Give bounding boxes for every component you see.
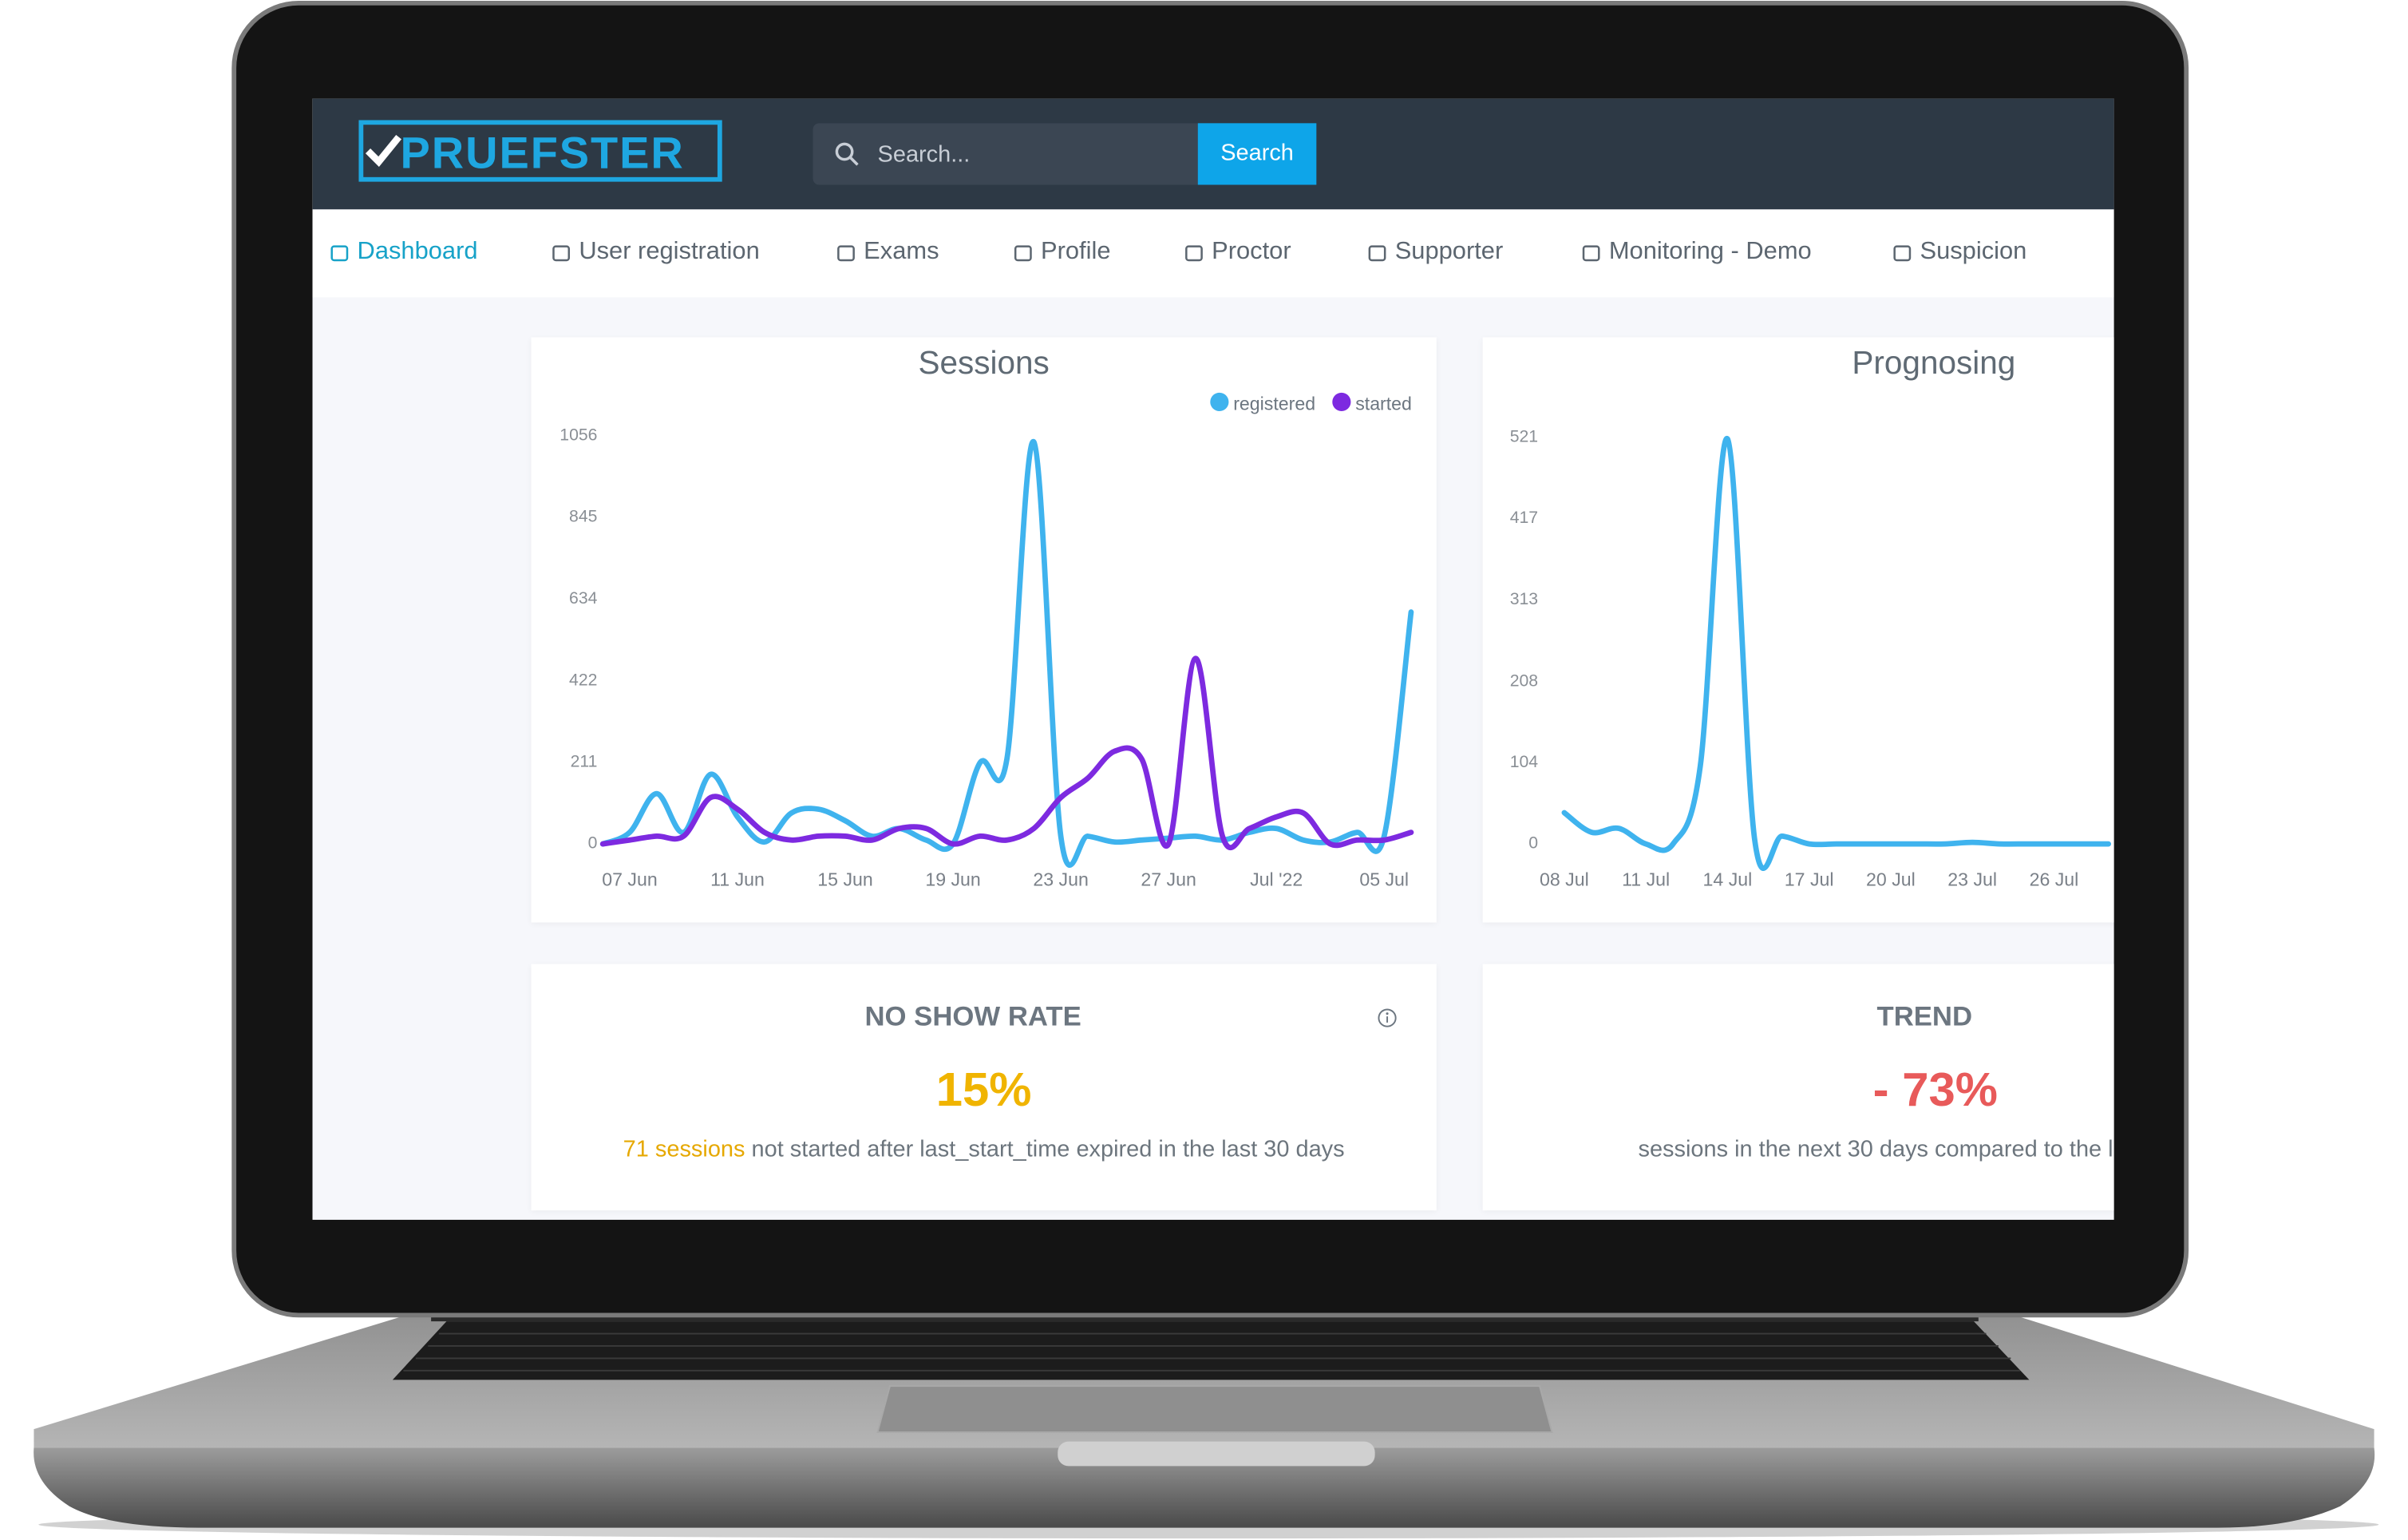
- trend-card: TREND - 73% sessions in the next 30 days…: [1482, 964, 2114, 1211]
- search-button[interactable]: Search: [1197, 123, 1317, 185]
- trackpad: [876, 1385, 1553, 1433]
- y-tick-label: 845: [569, 508, 597, 526]
- card-highlight: 71 sessions: [623, 1136, 745, 1163]
- card-value: - 73%: [1872, 1063, 1998, 1117]
- nav-icon: [552, 244, 571, 261]
- x-tick-label: 20 Jul: [1866, 869, 1916, 890]
- card-title: TREND: [1876, 1000, 1973, 1032]
- nav-icon: [1185, 244, 1203, 261]
- keyboard: [392, 1321, 2030, 1380]
- nav-item[interactable]: Profile: [1013, 238, 1111, 267]
- screen: PRUEFSTER Search... Search Dashboard User…: [312, 98, 2114, 1220]
- nav-icon: [1368, 244, 1386, 261]
- sessions-card: Sessions 0 211 422 634 845 1056 07 Jun 11 Jun 15 …: [531, 337, 1437, 923]
- nav-label: Profile: [1041, 238, 1111, 265]
- search-placeholder: Search...: [877, 141, 971, 168]
- logo-check: [365, 134, 401, 168]
- x-tick-label: 11 Jun: [710, 869, 765, 890]
- legend-label: registered: [1233, 393, 1315, 414]
- chart-title: Prognosing: [1852, 344, 2015, 381]
- logo-text: PRUEFSTER: [400, 129, 685, 179]
- x-tick-label: 11 Jul: [1622, 869, 1670, 890]
- x-tick-label: Jul '22: [1250, 869, 1303, 890]
- nav-item[interactable]: Proctor: [1184, 239, 1291, 267]
- y-tick-label: 521: [1510, 427, 1538, 445]
- y-tick-label: 422: [569, 671, 597, 689]
- logo[interactable]: PRUEFSTER: [358, 120, 722, 182]
- x-tick-label: 19 Jun: [925, 869, 980, 890]
- sessions-chart: Sessions 0 211 422 634 845 1056 07 Jun 11 Jun 15 …: [559, 344, 1414, 890]
- legend-label: started: [1355, 393, 1412, 414]
- nav-item[interactable]: Dashboard: [330, 239, 478, 267]
- nav-bar: Dashboard User registration Exams Profile Pr…: [312, 209, 2114, 298]
- x-tick-label: 15 Jun: [817, 869, 872, 890]
- x-tick-label: 07 Jun: [602, 869, 657, 890]
- nav-icon: [1014, 244, 1032, 261]
- nav-icon: [1893, 244, 1912, 261]
- card-text: sessions in the next 30 days compared to…: [1638, 1136, 2113, 1163]
- x-tick-label: 23 Jul: [1947, 869, 1997, 890]
- keyboard-rows: [403, 1332, 2020, 1372]
- nav-item[interactable]: Exams: [836, 239, 939, 267]
- info-icon[interactable]: [1377, 1008, 1398, 1029]
- prognosing-card: Prognosing 0 104 208 313 417 521 08 Jul 11 Jul 14…: [1482, 337, 2114, 923]
- card-title: NO SHOW RATE: [864, 1000, 1081, 1032]
- y-tick-label: 208: [1510, 671, 1538, 690]
- nav-item[interactable]: Supporter: [1367, 239, 1503, 267]
- x-tick-label: 26 Jul: [2030, 869, 2079, 890]
- x-tick-label: 05 Jul: [1359, 869, 1409, 890]
- card-value: 15%: [935, 1063, 1032, 1117]
- nav-label: Dashboard: [357, 238, 478, 265]
- series-line: [1561, 436, 2111, 871]
- y-tick-label: 313: [1510, 590, 1538, 608]
- legend-marker: [1210, 392, 1229, 412]
- y-tick-label: 0: [1528, 834, 1538, 853]
- y-tick-label: 211: [571, 753, 598, 771]
- nav-label: User registration: [579, 238, 760, 265]
- nav-item[interactable]: User registration: [552, 239, 760, 267]
- y-tick-label: 417: [1510, 509, 1538, 527]
- y-tick-label: 104: [1510, 753, 1539, 771]
- search-icon: [835, 142, 859, 166]
- header: PRUEFSTER Search... Search: [312, 98, 2114, 210]
- legend-marker: [1332, 392, 1351, 412]
- laptop-lip: [34, 1447, 2375, 1528]
- nav-label: Supporter: [1394, 238, 1504, 265]
- card-description: 71 sessions not started after last_start…: [532, 1137, 1437, 1163]
- nav-item[interactable]: Suspicion: [1892, 238, 2027, 267]
- y-tick-label: 1056: [559, 426, 597, 445]
- y-tick-label: 0: [588, 834, 598, 853]
- series-line: [599, 439, 1414, 868]
- no-show-card: NO SHOW RATE 15% 71 sessions not started…: [531, 964, 1437, 1211]
- series-line: [599, 655, 1414, 851]
- nav-label: Exams: [864, 238, 939, 265]
- nav-item[interactable]: Monitoring - Demo: [1581, 239, 1812, 267]
- search-input[interactable]: Search...: [813, 123, 1198, 185]
- nav-icon: [330, 244, 349, 261]
- nav-icon: [837, 244, 855, 261]
- prognosing-chart: Prognosing 0 104 208 313 417 521 08 Jul 11 Jul 14…: [1510, 344, 2111, 890]
- lid-notch: [1058, 1441, 1375, 1467]
- x-tick-label: 14 Jul: [1703, 869, 1753, 890]
- x-tick-label: 23 Jun: [1033, 869, 1088, 890]
- y-tick-label: 634: [569, 589, 598, 608]
- nav-label: Proctor: [1212, 238, 1291, 265]
- nav-label: Suspicion: [1920, 238, 2027, 265]
- chart-title: Sessions: [918, 344, 1049, 381]
- x-tick-label: 17 Jul: [1785, 869, 1834, 890]
- card-text: not started after last_start_time expire…: [751, 1136, 1345, 1163]
- nav-label: Monitoring - Demo: [1608, 238, 1812, 265]
- x-tick-label: 27 Jun: [1141, 869, 1196, 890]
- x-tick-label: 08 Jul: [1540, 869, 1589, 890]
- nav-icon: [1582, 244, 1600, 261]
